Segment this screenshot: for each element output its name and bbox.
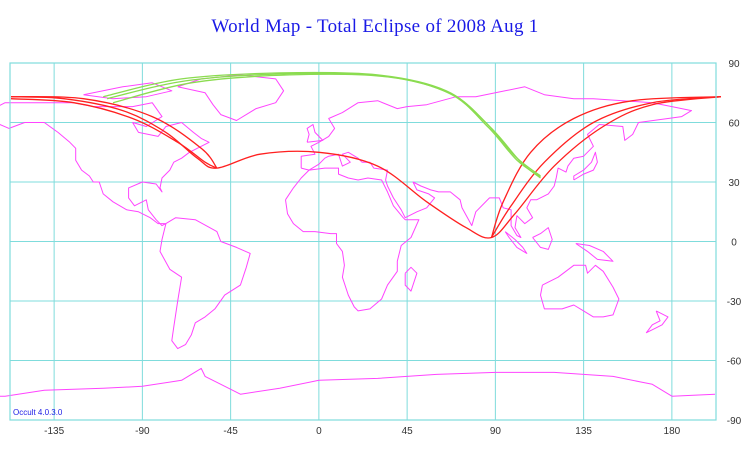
eclipse-northern-limit-east bbox=[490, 96, 721, 238]
eclipse-inner-limit-east bbox=[490, 96, 721, 238]
coastline-europe-asia bbox=[300, 86, 692, 238]
coastline-africa bbox=[285, 167, 420, 312]
coastline-new-zealand bbox=[645, 310, 669, 334]
latitude-tick-label: 90 bbox=[728, 59, 740, 70]
coastline-north-america bbox=[0, 102, 210, 227]
longitude-tick-label: -135 bbox=[44, 426, 64, 437]
coastline-new-guinea bbox=[575, 243, 614, 262]
latitude-tick-label: 30 bbox=[728, 178, 740, 189]
map-frame bbox=[9, 62, 717, 421]
latitude-tick-label: -90 bbox=[727, 416, 742, 427]
coastlines bbox=[0, 74, 716, 397]
coastline-madagascar bbox=[404, 266, 418, 292]
coastline-antarctica bbox=[0, 367, 716, 397]
map-title: World Map - Total Eclipse of 2008 Aug 1 bbox=[211, 16, 539, 37]
longitude-tick-label: -45 bbox=[223, 426, 238, 437]
software-credit: Occult 4.0.3.0 bbox=[13, 408, 63, 417]
longitude-tick-label: 180 bbox=[664, 426, 681, 437]
latitude-tick-label: -60 bbox=[727, 357, 742, 368]
longitude-tick-label: 90 bbox=[490, 426, 502, 437]
coastline-sumatra bbox=[504, 231, 528, 254]
eclipse-northern-limit-west bbox=[10, 95, 218, 169]
eclipse-umbra-south bbox=[112, 73, 541, 179]
coastline-borneo bbox=[532, 227, 553, 250]
latitude-tick-label: -30 bbox=[727, 297, 742, 308]
eclipse-paths bbox=[10, 71, 721, 239]
eclipse-outer-limit-2 bbox=[10, 98, 218, 169]
longitude-tick-label: 135 bbox=[575, 426, 592, 437]
graticule bbox=[10, 62, 716, 421]
longitude-tick-label: -90 bbox=[135, 426, 150, 437]
coastline-arctic-islands bbox=[83, 82, 173, 100]
eclipse-outer-limit-1 bbox=[10, 96, 721, 239]
coastline-south-america bbox=[159, 217, 251, 350]
tick-labels: -135 -90 -45 0 45 90 135 180 90 60 30 0 -30 -60 -90 bbox=[44, 59, 742, 437]
latitude-tick-label: 60 bbox=[728, 119, 740, 130]
coastline-australia bbox=[540, 264, 620, 318]
coastline-british-isles bbox=[306, 124, 324, 143]
longitude-tick-label: 0 bbox=[316, 426, 322, 437]
eclipse-umbra-center bbox=[106, 72, 541, 178]
longitude-tick-label: 45 bbox=[402, 426, 414, 437]
latitude-tick-label: 0 bbox=[731, 238, 737, 249]
coastline-japan bbox=[573, 151, 598, 181]
